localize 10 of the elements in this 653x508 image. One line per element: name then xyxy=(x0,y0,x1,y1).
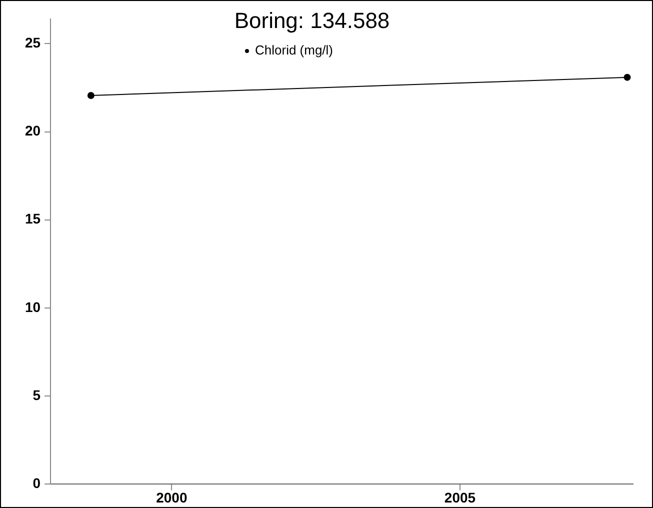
y-tick-label: 0 xyxy=(32,475,41,492)
chart-title: Boring: 134.588 xyxy=(234,8,390,34)
y-tick-label: 10 xyxy=(24,298,41,315)
y-tick-label: 20 xyxy=(24,122,41,139)
x-tick-label: 2005 xyxy=(444,489,476,506)
y-tick-label: 25 xyxy=(24,34,41,51)
legend-label: Chlorid (mg/l) xyxy=(255,42,334,58)
x-tick-label: 2000 xyxy=(156,489,188,506)
y-tick-label: 5 xyxy=(32,386,41,403)
y-tick-label: 15 xyxy=(24,210,41,227)
